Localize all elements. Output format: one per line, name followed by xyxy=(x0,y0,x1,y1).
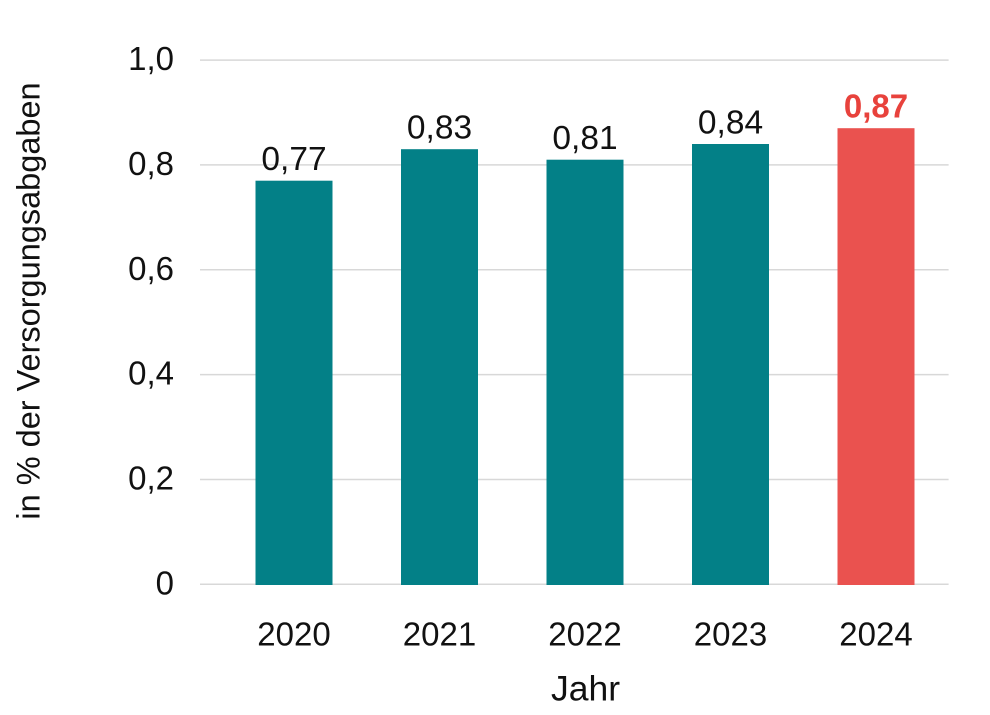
svg-text:0,81: 0,81 xyxy=(552,120,617,157)
svg-text:0,4: 0,4 xyxy=(128,355,174,392)
svg-text:0,77: 0,77 xyxy=(261,141,326,178)
svg-text:0,2: 0,2 xyxy=(128,460,174,497)
svg-text:0,8: 0,8 xyxy=(128,145,174,182)
svg-text:Jahr: Jahr xyxy=(551,669,620,709)
svg-text:0,84: 0,84 xyxy=(698,105,763,142)
svg-text:2020: 2020 xyxy=(257,616,330,653)
svg-text:2023: 2023 xyxy=(694,616,767,653)
svg-text:1,0: 1,0 xyxy=(128,40,174,77)
svg-text:2024: 2024 xyxy=(839,616,912,653)
svg-text:0,83: 0,83 xyxy=(407,110,472,147)
svg-text:0,6: 0,6 xyxy=(128,250,174,287)
svg-text:0: 0 xyxy=(156,564,174,601)
svg-text:2022: 2022 xyxy=(548,616,621,653)
svg-text:0,87: 0,87 xyxy=(844,88,908,125)
svg-text:in % der Versorgungsabgaben: in % der Versorgungsabgaben xyxy=(11,82,47,519)
svg-text:2021: 2021 xyxy=(403,616,476,653)
